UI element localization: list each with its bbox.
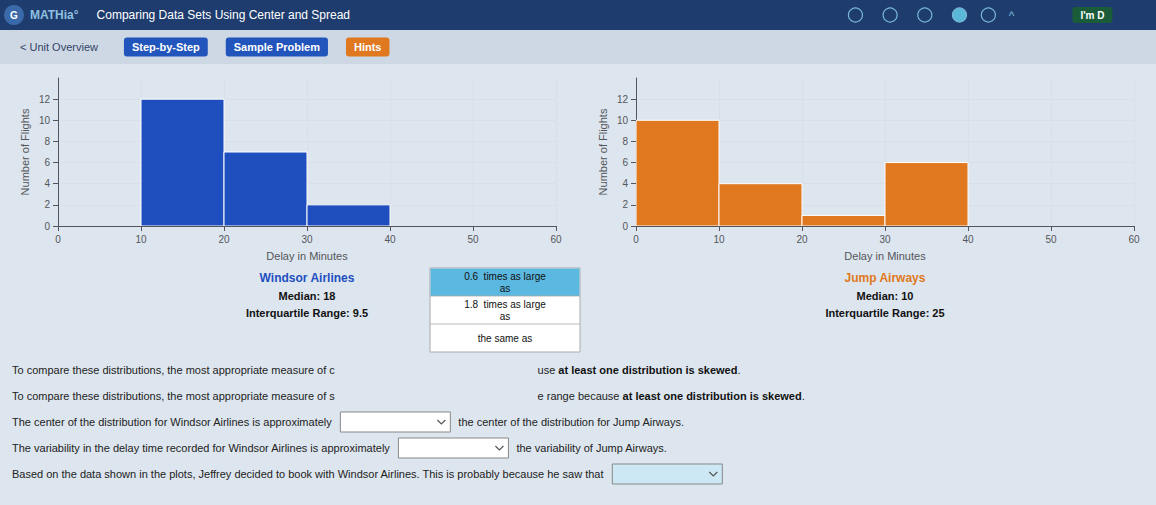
svg-text:e range because: e range because <box>538 390 623 402</box>
svg-text:G: G <box>10 10 18 21</box>
svg-text:Windsor Airlines: Windsor Airlines <box>260 271 355 285</box>
svg-text:< Unit Overview: < Unit Overview <box>20 41 98 53</box>
svg-text:8: 8 <box>44 136 50 147</box>
svg-text:Comparing Data Sets Using Cent: Comparing Data Sets Using Center and Spr… <box>97 8 350 22</box>
svg-text:50: 50 <box>1045 234 1057 245</box>
svg-text:20: 20 <box>218 234 230 245</box>
svg-text:2: 2 <box>622 199 628 210</box>
svg-text:The center of the distribution: The center of the distribution for Winds… <box>12 416 332 428</box>
svg-text:0: 0 <box>622 221 628 232</box>
svg-text:0: 0 <box>55 234 61 245</box>
svg-text:40: 40 <box>962 234 974 245</box>
svg-text:0: 0 <box>633 234 639 245</box>
svg-text:10: 10 <box>39 115 51 126</box>
svg-text:Based on the data shown in the: Based on the data shown in the plots, Je… <box>12 468 604 480</box>
svg-text:as: as <box>500 311 511 322</box>
svg-text:12: 12 <box>39 94 51 105</box>
svg-text:6: 6 <box>622 157 628 168</box>
svg-text:at least one distribution is s: at least one distribution is skewed <box>558 364 737 376</box>
svg-text:4: 4 <box>44 178 50 189</box>
svg-text:1.8 times as large: 1.8 times as large <box>464 299 546 310</box>
svg-text:Delay in Minutes: Delay in Minutes <box>844 250 926 262</box>
svg-text:12: 12 <box>617 94 629 105</box>
svg-text:use: use <box>538 364 559 376</box>
svg-text:4: 4 <box>622 178 628 189</box>
svg-text:30: 30 <box>301 234 313 245</box>
svg-text:Median: 10: Median: 10 <box>857 290 914 302</box>
svg-text:.: . <box>802 390 805 402</box>
svg-text:10: 10 <box>135 234 147 245</box>
svg-text:10: 10 <box>617 115 629 126</box>
svg-text:To compare these distributions: To compare these distributions, the most… <box>12 364 335 376</box>
svg-text:Jump Airways: Jump Airways <box>845 271 926 285</box>
svg-text:50: 50 <box>467 234 479 245</box>
svg-text:0.6 times as large: 0.6 times as large <box>464 271 546 282</box>
svg-text:Interquartile Range: 25: Interquartile Range: 25 <box>825 307 944 319</box>
svg-text:I'm D: I'm D <box>1080 10 1104 21</box>
svg-text:60: 60 <box>550 234 562 245</box>
svg-text:0: 0 <box>44 221 50 232</box>
svg-text:6: 6 <box>44 157 50 168</box>
svg-text:To compare these distributions: To compare these distributions, the most… <box>12 390 335 402</box>
svg-text:8: 8 <box>622 136 628 147</box>
svg-text:Number of Flights: Number of Flights <box>19 108 31 195</box>
svg-text:MATHia°: MATHia° <box>30 8 79 22</box>
svg-text:60: 60 <box>1128 234 1140 245</box>
svg-text:Interquartile Range: 9.5: Interquartile Range: 9.5 <box>246 307 368 319</box>
svg-text:Number of Flights: Number of Flights <box>597 108 609 195</box>
svg-text:Hints: Hints <box>354 41 382 53</box>
svg-text:2: 2 <box>44 199 50 210</box>
svg-text:^: ^ <box>1009 9 1015 23</box>
svg-text:Sample Problem: Sample Problem <box>234 41 320 53</box>
svg-text:20: 20 <box>796 234 808 245</box>
svg-text:The variability in the delay t: The variability in the delay time record… <box>12 442 390 454</box>
svg-text:Step-by-Step: Step-by-Step <box>132 41 200 53</box>
svg-text:Median: 18: Median: 18 <box>279 290 336 302</box>
svg-text:the variability of Jump Airway: the variability of Jump Airways. <box>516 442 666 454</box>
svg-text:at least one distribution is s: at least one distribution is skewed <box>623 390 802 402</box>
svg-text:as: as <box>500 283 511 294</box>
svg-text:30: 30 <box>879 234 891 245</box>
svg-text:the same as: the same as <box>478 333 532 344</box>
svg-text:.: . <box>737 364 740 376</box>
svg-text:Delay in Minutes: Delay in Minutes <box>266 250 348 262</box>
svg-text:40: 40 <box>384 234 396 245</box>
svg-text:10: 10 <box>713 234 725 245</box>
svg-text:the center of the distribution: the center of the distribution for Jump … <box>458 416 684 428</box>
